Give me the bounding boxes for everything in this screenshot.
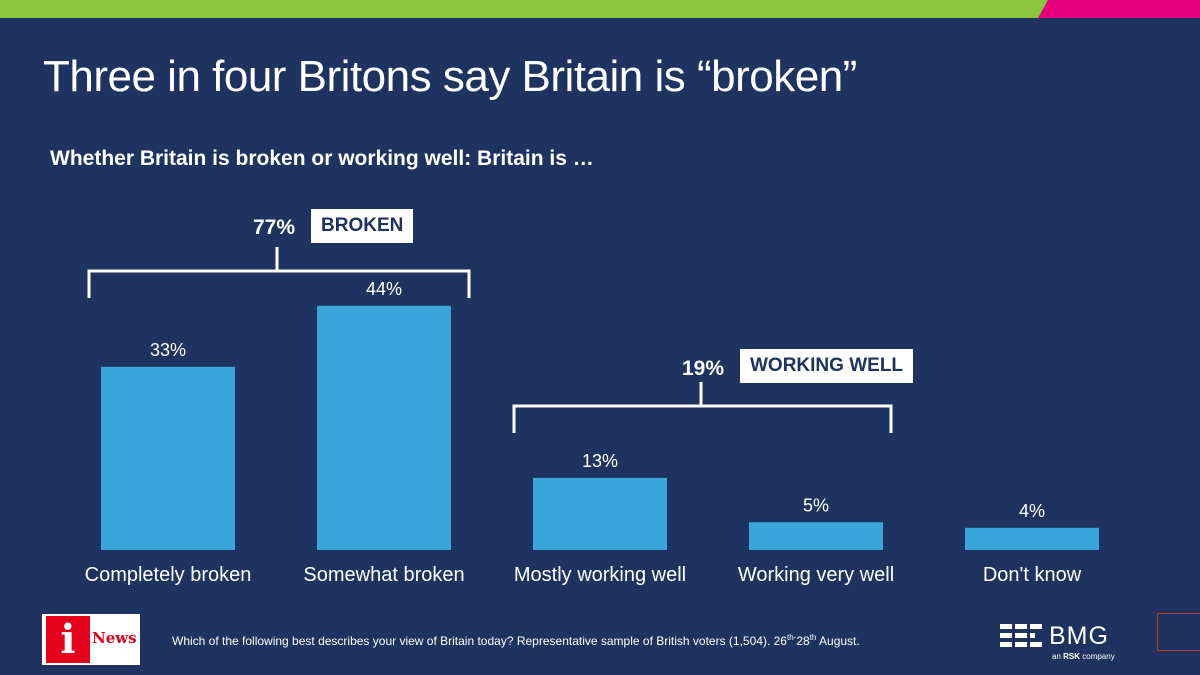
corner-outline-box xyxy=(1157,613,1200,651)
category-label-4: Don't know xyxy=(983,564,1082,586)
footnote-date-end: 28 xyxy=(796,634,810,648)
bar-3 xyxy=(749,522,883,550)
bmg-logo-subtext: an RSK company xyxy=(1052,652,1115,661)
bar-value-label-2: 13% xyxy=(582,451,618,471)
bmg-logo-icon xyxy=(1000,624,1042,647)
top-accent-bar xyxy=(0,0,1200,18)
bar-0 xyxy=(101,366,235,550)
inews-logo-letter: i xyxy=(46,616,90,663)
bar-value-label-1: 44% xyxy=(366,279,402,299)
bar-2 xyxy=(533,477,667,550)
top-accent-bar-pink xyxy=(1038,0,1200,18)
group-working-well-pct: 19% xyxy=(682,357,725,380)
footnote-sup-1: th- xyxy=(786,633,797,642)
bar-chart: 33% Completely broken 44% Somewhat broken 13… xyxy=(85,247,1099,586)
footnote-text: Which of the following best describes yo… xyxy=(172,634,787,648)
footnote-sup-2: th xyxy=(809,633,817,642)
bmg-sub-bold: RSK xyxy=(1063,652,1081,661)
bracket-working-well xyxy=(512,382,893,433)
footnote: Which of the following best describes yo… xyxy=(172,633,860,648)
top-accent-bar-green xyxy=(0,0,1200,18)
bmg-sub-suffix: company xyxy=(1080,652,1115,661)
category-label-3: Working very well xyxy=(738,564,894,586)
bmg-logo-text: BMG xyxy=(1049,622,1109,650)
category-label-2: Mostly working well xyxy=(514,564,686,586)
page-title: Three in four Britons say Britain is “br… xyxy=(43,52,857,101)
bmg-sub-prefix: an xyxy=(1052,652,1064,661)
chart-subtitle: Whether Britain is broken or working wel… xyxy=(50,147,594,170)
bar-1 xyxy=(317,305,451,550)
inews-logo: i News xyxy=(42,614,140,665)
group-broken-pct: 77% xyxy=(253,216,296,239)
group-working-well-label: WORKING WELL xyxy=(740,349,914,383)
bmg-logo: BMG an RSK company xyxy=(1000,622,1130,664)
bracket-broken xyxy=(87,247,471,298)
bar-value-label-0: 33% xyxy=(150,340,186,360)
footnote-month: August. xyxy=(816,634,860,648)
inews-logo-word: News xyxy=(92,629,137,647)
group-broken-label: BROKEN xyxy=(311,209,414,243)
category-label-1: Somewhat broken xyxy=(303,564,464,586)
bar-4 xyxy=(965,527,1099,550)
bar-value-label-4: 4% xyxy=(1019,501,1045,521)
category-label-0: Completely broken xyxy=(85,564,252,586)
bar-value-label-3: 5% xyxy=(803,495,829,515)
